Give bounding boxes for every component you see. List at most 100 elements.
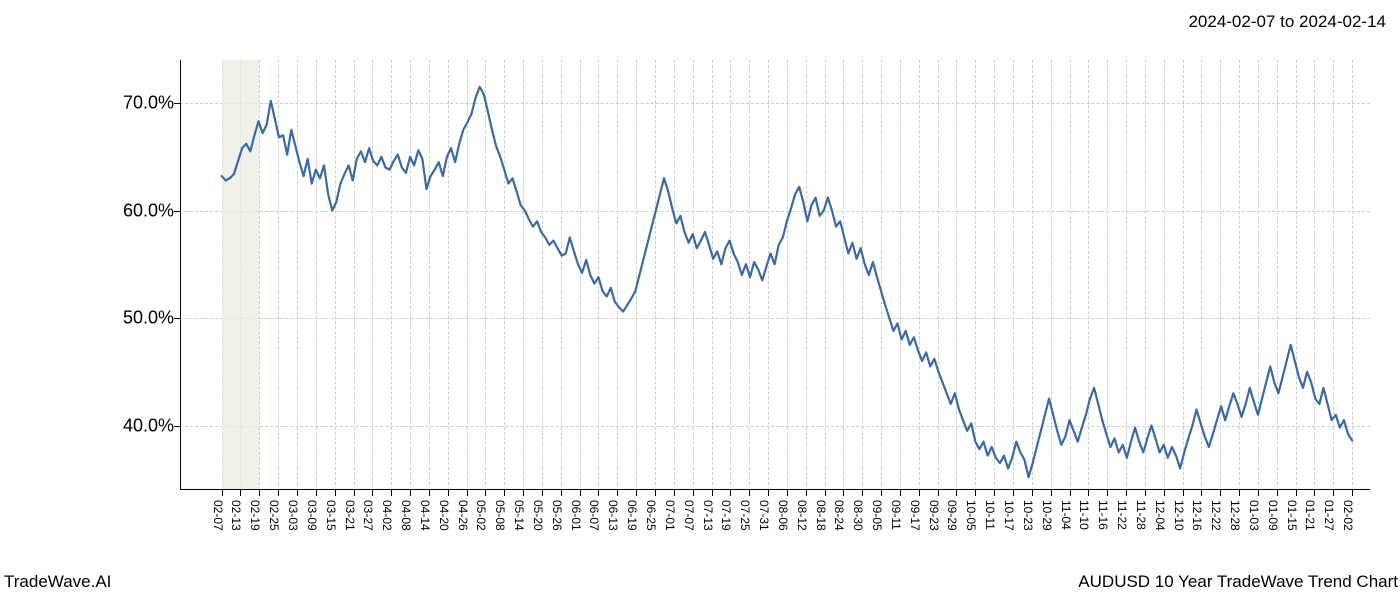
- x-tick-mark: [655, 490, 656, 496]
- x-tick-mark: [674, 490, 675, 496]
- x-tick-mark: [1145, 490, 1146, 496]
- x-tick-label: 04-26: [456, 500, 470, 531]
- plot-border: [180, 60, 1370, 490]
- x-tick-label: 03-21: [343, 500, 357, 531]
- x-tick-mark: [975, 490, 976, 496]
- x-tick-mark: [504, 490, 505, 496]
- x-tick-label: 12-22: [1209, 500, 1223, 531]
- x-tick-mark: [1314, 490, 1315, 496]
- x-tick-label: 01-15: [1285, 500, 1299, 531]
- x-tick-label: 10-05: [964, 500, 978, 531]
- x-tick-mark: [825, 490, 826, 496]
- date-range-label: 2024-02-07 to 2024-02-14: [1188, 12, 1386, 32]
- x-tick-mark: [1070, 490, 1071, 496]
- y-tick-mark: [174, 211, 180, 212]
- x-tick-mark: [1013, 490, 1014, 496]
- x-tick-mark: [580, 490, 581, 496]
- x-tick-mark: [1258, 490, 1259, 496]
- x-tick-mark: [749, 490, 750, 496]
- y-tick-label: 70.0%: [123, 93, 174, 114]
- x-tick-label: 12-04: [1153, 500, 1167, 531]
- y-tick-mark: [174, 426, 180, 427]
- x-tick-mark: [900, 490, 901, 496]
- x-tick-label: 05-14: [512, 500, 526, 531]
- x-tick-mark: [919, 490, 920, 496]
- x-tick-label: 06-25: [644, 500, 658, 531]
- x-tick-mark: [1220, 490, 1221, 496]
- x-tick-mark: [862, 490, 863, 496]
- y-tick-label: 40.0%: [123, 415, 174, 436]
- x-tick-mark: [938, 490, 939, 496]
- x-tick-mark: [335, 490, 336, 496]
- x-tick-mark: [429, 490, 430, 496]
- x-tick-mark: [1107, 490, 1108, 496]
- x-tick-label: 04-14: [418, 500, 432, 531]
- x-tick-mark: [806, 490, 807, 496]
- x-tick-label: 08-12: [795, 500, 809, 531]
- x-tick-label: 11-22: [1115, 500, 1129, 530]
- x-tick-label: 07-01: [663, 500, 677, 531]
- x-tick-label: 10-17: [1002, 500, 1016, 531]
- x-tick-mark: [391, 490, 392, 496]
- y-tick-label: 60.0%: [123, 200, 174, 221]
- chart-plot-area: [180, 60, 1370, 490]
- x-tick-label: 03-27: [361, 500, 375, 531]
- x-tick-label: 09-23: [927, 500, 941, 531]
- x-tick-label: 07-25: [738, 500, 752, 531]
- x-tick-mark: [787, 490, 788, 496]
- x-tick-label: 11-04: [1059, 500, 1073, 530]
- x-tick-label: 01-27: [1322, 500, 1336, 531]
- x-tick-label: 09-11: [889, 500, 903, 530]
- x-tick-label: 04-08: [399, 500, 413, 531]
- x-tick-label: 10-29: [1040, 500, 1054, 531]
- x-tick-label: 11-16: [1096, 500, 1110, 530]
- x-tick-mark: [1352, 490, 1353, 496]
- x-tick-label: 07-13: [701, 500, 715, 531]
- x-tick-mark: [1183, 490, 1184, 496]
- x-tick-label: 11-28: [1134, 500, 1148, 530]
- x-tick-mark: [410, 490, 411, 496]
- x-tick-label: 03-03: [286, 500, 300, 531]
- x-tick-mark: [485, 490, 486, 496]
- x-tick-label: 09-29: [945, 500, 959, 531]
- x-tick-label: 07-31: [757, 500, 771, 531]
- y-tick-mark: [174, 103, 180, 104]
- x-tick-label: 12-28: [1228, 500, 1242, 531]
- x-tick-mark: [1239, 490, 1240, 496]
- y-tick-label: 50.0%: [123, 308, 174, 329]
- x-tick-mark: [636, 490, 637, 496]
- x-tick-label: 09-05: [870, 500, 884, 531]
- x-tick-mark: [297, 490, 298, 496]
- x-tick-mark: [956, 490, 957, 496]
- x-tick-label: 06-19: [625, 500, 639, 531]
- footer-brand: TradeWave.AI: [4, 572, 111, 592]
- x-tick-mark: [1333, 490, 1334, 496]
- x-tick-mark: [448, 490, 449, 496]
- x-tick-mark: [1296, 490, 1297, 496]
- x-tick-label: 05-02: [474, 500, 488, 531]
- y-tick-mark: [174, 318, 180, 319]
- x-tick-label: 04-02: [380, 500, 394, 531]
- x-tick-label: 05-26: [550, 500, 564, 531]
- x-tick-label: 10-11: [983, 500, 997, 530]
- x-tick-label: 02-25: [267, 500, 281, 531]
- x-tick-label: 02-02: [1341, 500, 1355, 531]
- x-tick-mark: [1051, 490, 1052, 496]
- x-tick-mark: [693, 490, 694, 496]
- x-tick-mark: [730, 490, 731, 496]
- x-tick-label: 01-09: [1266, 500, 1280, 531]
- x-tick-mark: [372, 490, 373, 496]
- x-tick-label: 03-09: [305, 500, 319, 531]
- x-tick-mark: [712, 490, 713, 496]
- x-tick-mark: [259, 490, 260, 496]
- x-tick-mark: [542, 490, 543, 496]
- x-tick-mark: [523, 490, 524, 496]
- x-tick-label: 02-13: [229, 500, 243, 531]
- x-tick-label: 08-24: [832, 500, 846, 531]
- x-tick-label: 12-10: [1172, 500, 1186, 531]
- x-tick-label: 06-13: [606, 500, 620, 531]
- x-tick-label: 03-15: [324, 500, 338, 531]
- x-tick-mark: [994, 490, 995, 496]
- x-tick-label: 04-20: [437, 500, 451, 531]
- x-tick-label: 08-18: [814, 500, 828, 531]
